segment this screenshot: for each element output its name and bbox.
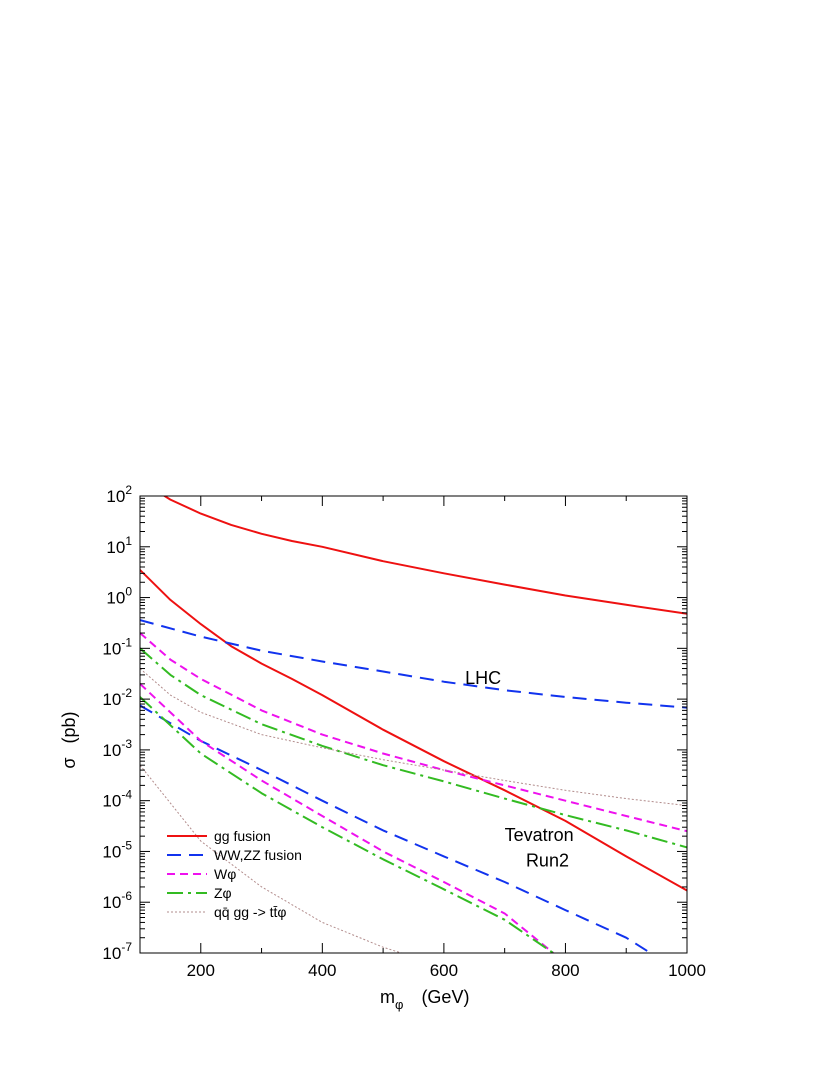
plot-frame [139,495,688,954]
y-tick-label: 10-4 [102,788,132,811]
y-tick-label: 10-1 [102,635,132,658]
y-tick-label: 102 [106,483,132,506]
series-line-1 [140,569,687,892]
x-tick-label: 1000 [668,961,706,980]
y-tick-label: 10-3 [102,737,132,760]
y-axis-title: σ(pb) [59,711,79,768]
series-line-5 [140,683,554,953]
y-tick-label: 10-6 [102,889,132,912]
legend-label-0: gg fusion [214,828,271,844]
x-axis-unit: (GeV) [421,987,469,1007]
legend-label-3: Zφ [214,885,232,901]
series-line-8 [140,668,687,807]
series-line-7 [140,696,554,953]
x-tick-label: 600 [430,961,458,980]
series-line-6 [140,647,687,849]
legend-label-4: qq̄ gg -> tt̄φ [214,904,287,920]
x-tick-label: 800 [551,961,579,980]
annotation-label: LHC [465,668,501,688]
y-tick-label: 10-2 [102,686,132,709]
annotations: LHC Tevatron Run2 [465,668,574,871]
x-axis-subscript: φ [395,997,403,1012]
annotation-label: Tevatron [505,825,574,845]
series-line-2 [140,619,687,709]
legend: gg fusion WW,ZZ fusion Wφ Zφ qq̄ gg -> tt̄φ [167,828,302,920]
x-tick-label: 200 [187,961,215,980]
y-axis-unit: (pb) [59,711,79,743]
tick-labels: 200 400 600 800 1000 10-7 10-6 10-5 10-4 10-3 10-2… [102,483,706,980]
y-tick-label: 101 [106,534,132,557]
annotation-label: Run2 [526,851,569,871]
axis-ticks [139,495,688,954]
y-tick-label: 100 [106,585,132,608]
curves-layer [140,496,687,953]
legend-label-1: WW,ZZ fusion [214,847,302,863]
x-axis-title: mφ (GeV) [380,987,469,1012]
series-line-4 [140,632,687,833]
legend-label-2: Wφ [214,866,236,882]
series-line-9 [140,764,402,953]
series-line-0 [162,496,687,615]
y-tick-label: 10-5 [102,838,132,861]
x-tick-label: 400 [308,961,336,980]
y-tick-label: 10-7 [102,940,132,963]
